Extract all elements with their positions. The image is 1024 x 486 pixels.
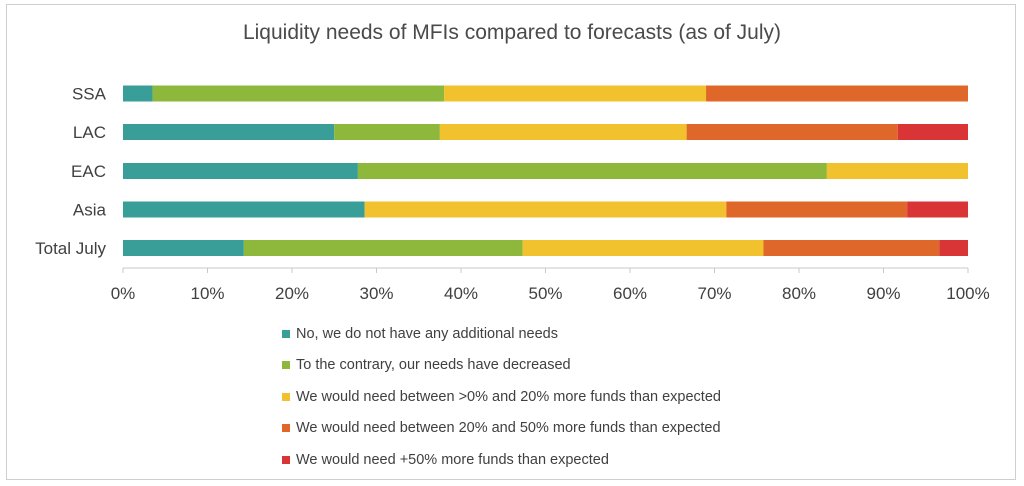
stacked-bar-chart: SSA LAC EAC Asia Total July 0% 10% 20% 30% 40% 50… xyxy=(35,85,990,304)
x-tick-label: 0% xyxy=(111,284,136,303)
legend-swatch xyxy=(282,455,290,464)
bar-segment-ssa-series-3 xyxy=(444,85,707,102)
bar-segment-total-july-series-3 xyxy=(522,240,764,256)
x-axis: 0% 10% 20% 30% 40% 50% 60% 70% 80% 90% 100% xyxy=(111,267,990,303)
bar-segment-total-july-series-2 xyxy=(243,240,523,256)
legend-label: No, we do not have any additional needs xyxy=(296,325,558,342)
bar-segment-total-july-series-5 xyxy=(939,240,968,256)
legend-item: We would need between >0% and 20% more f… xyxy=(282,381,721,413)
bar-segment-lac-series-4 xyxy=(686,124,898,140)
x-tick-label: 70% xyxy=(697,284,731,303)
bar-segment-asia-series-5 xyxy=(907,201,968,218)
bar-segment-ssa-series-4 xyxy=(706,85,968,102)
bar-segment-total-july-series-1 xyxy=(123,240,244,256)
legend-item: We would need between 20% and 50% more f… xyxy=(282,413,721,445)
category-label: LAC xyxy=(73,123,106,142)
legend-item: To the contrary, our needs have decrease… xyxy=(282,350,721,382)
bar-segment-lac-series-1 xyxy=(123,124,335,140)
category-label: EAC xyxy=(71,162,106,181)
legend-swatch xyxy=(282,329,290,338)
bar-segment-eac-series-3 xyxy=(826,163,968,179)
x-tick-label: 40% xyxy=(444,284,478,303)
legend-label: To the contrary, our needs have decrease… xyxy=(296,357,571,374)
legend-label: We would need between 20% and 50% more f… xyxy=(296,420,721,437)
bar-segment-eac-series-2 xyxy=(357,163,827,179)
bar-segment-asia-series-4 xyxy=(726,201,908,218)
x-tick-label: 80% xyxy=(782,284,816,303)
legend-item: No, we do not have any additional needs xyxy=(282,318,721,350)
x-tick-label: 90% xyxy=(866,284,900,303)
x-tick-label: 60% xyxy=(613,284,647,303)
category-labels: SSA LAC EAC Asia Total July xyxy=(35,85,107,259)
bar-segment-lac-series-3 xyxy=(439,124,687,140)
bar-segment-lac-series-5 xyxy=(897,124,968,140)
x-tick-label: 50% xyxy=(528,284,562,303)
category-label: Total July xyxy=(35,239,106,258)
chart-title: Liquidity needs of MFIs compared to fore… xyxy=(242,21,782,44)
x-tick-label: 20% xyxy=(275,284,309,303)
category-label: Asia xyxy=(73,201,107,220)
legend-swatch xyxy=(282,424,290,433)
legend-item: We would need +50% more funds than expec… xyxy=(282,444,721,476)
bar-segment-lac-series-2 xyxy=(334,124,440,140)
bar-segment-eac-series-1 xyxy=(123,163,358,179)
x-tick-label: 100% xyxy=(946,284,989,303)
category-label: SSA xyxy=(72,85,107,104)
legend-swatch xyxy=(282,361,290,370)
bars-group xyxy=(123,85,968,256)
legend-label: We would need between >0% and 20% more f… xyxy=(296,388,721,405)
bar-segment-ssa-series-1 xyxy=(123,85,153,102)
bar-segment-ssa-series-2 xyxy=(152,85,445,102)
bar-segment-asia-series-1 xyxy=(123,201,365,218)
x-tick-label: 30% xyxy=(359,284,393,303)
bar-segment-total-july-series-4 xyxy=(763,240,940,256)
x-tick-label: 10% xyxy=(190,284,224,303)
bar-segment-asia-series-3 xyxy=(364,201,727,218)
legend: No, we do not have any additional needs T… xyxy=(282,318,721,476)
legend-label: We would need +50% more funds than expec… xyxy=(296,451,609,468)
legend-swatch xyxy=(282,392,290,401)
